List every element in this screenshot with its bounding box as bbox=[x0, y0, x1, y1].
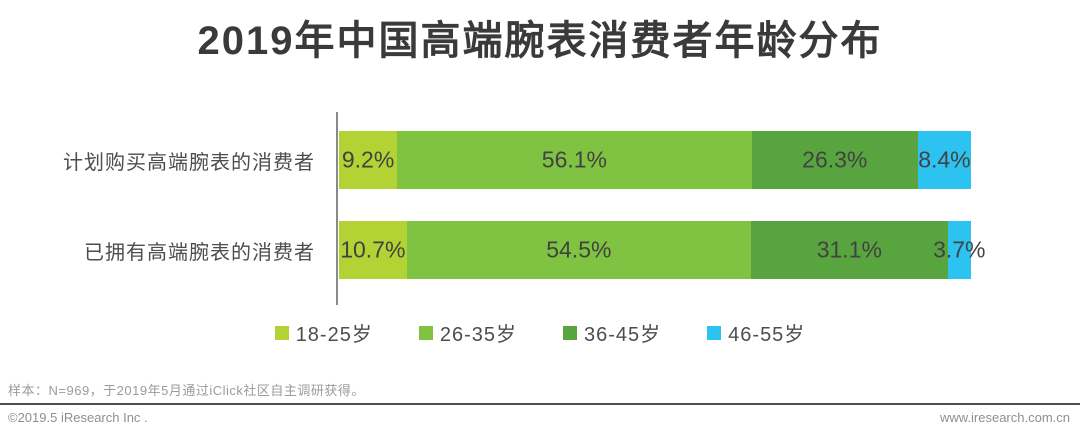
segment-value-label: 54.5% bbox=[546, 236, 612, 263]
segment-value-label: 3.7% bbox=[933, 236, 986, 263]
copyright-text: ©2019.5 iResearch Inc . bbox=[8, 410, 148, 425]
bar-row: 已拥有高端腕表的消费者 10.7% 54.5% 31.1% 3.7% bbox=[0, 221, 1080, 279]
legend: 18-25岁 26-35岁 36-45岁 46-55岁 bbox=[0, 318, 1080, 347]
legend-label: 26-35岁 bbox=[439, 324, 517, 346]
legend-item-46-55岁: 46-55岁 bbox=[707, 318, 805, 347]
segment-value-label: 8.4% bbox=[918, 146, 971, 173]
stacked-bar: 9.2% 56.1% 26.3% 8.4% bbox=[339, 131, 971, 189]
category-label: 已拥有高端腕表的消费者 bbox=[84, 241, 315, 264]
segment-value-label: 26.3% bbox=[802, 146, 868, 173]
category-label: 计划购买高端腕表的消费者 bbox=[63, 151, 315, 174]
bar-segment-46-55岁: 8.4% bbox=[917, 131, 971, 189]
legend-label: 36-45岁 bbox=[584, 324, 662, 346]
legend-swatch-icon bbox=[274, 325, 289, 340]
bar-segment-26-35岁: 56.1% bbox=[397, 131, 752, 189]
legend-item-36-45岁: 36-45岁 bbox=[563, 318, 661, 347]
legend-swatch-icon bbox=[563, 325, 577, 340]
legend-label: 46-55岁 bbox=[728, 324, 806, 346]
legend-swatch-icon bbox=[707, 325, 722, 340]
chart-title: 2019年中国高端腕表消费者年龄分布 bbox=[197, 19, 883, 63]
segment-value-label: 56.1% bbox=[541, 146, 608, 173]
segment-value-label: 31.1% bbox=[816, 236, 882, 263]
bar-segment-46-55岁: 3.7% bbox=[933, 221, 986, 279]
bar-segment-18-25岁: 10.7% bbox=[339, 221, 407, 279]
website-link[interactable]: www.iresearch.com.cn bbox=[939, 410, 1070, 425]
legend-item-18-25岁: 18-25岁 bbox=[274, 318, 373, 347]
bar-segment-26-35岁: 54.5% bbox=[406, 221, 752, 279]
legend-item-26-35岁: 26-35岁 bbox=[418, 318, 517, 347]
segment-value-label: 10.7% bbox=[340, 236, 406, 263]
bar-segment-18-25岁: 9.2% bbox=[339, 131, 398, 189]
stacked-bar: 10.7% 54.5% 31.1% 3.7% bbox=[339, 221, 986, 279]
sample-note: 样本：N=969，于2019年5月通过iClick社区自主调研获得。 bbox=[8, 383, 365, 398]
segment-value-label: 9.2% bbox=[341, 146, 395, 173]
legend-swatch-icon bbox=[418, 325, 433, 340]
bar-row: 计划购买高端腕表的消费者 9.2% 56.1% 26.3% 8.4% bbox=[0, 131, 1080, 189]
legend-label: 18-25岁 bbox=[295, 324, 373, 346]
bar-segment-36-45岁: 31.1% bbox=[751, 221, 948, 279]
category-axis-line bbox=[336, 112, 338, 305]
bar-segment-36-45岁: 26.3% bbox=[751, 131, 918, 189]
footer-divider bbox=[0, 403, 1080, 405]
